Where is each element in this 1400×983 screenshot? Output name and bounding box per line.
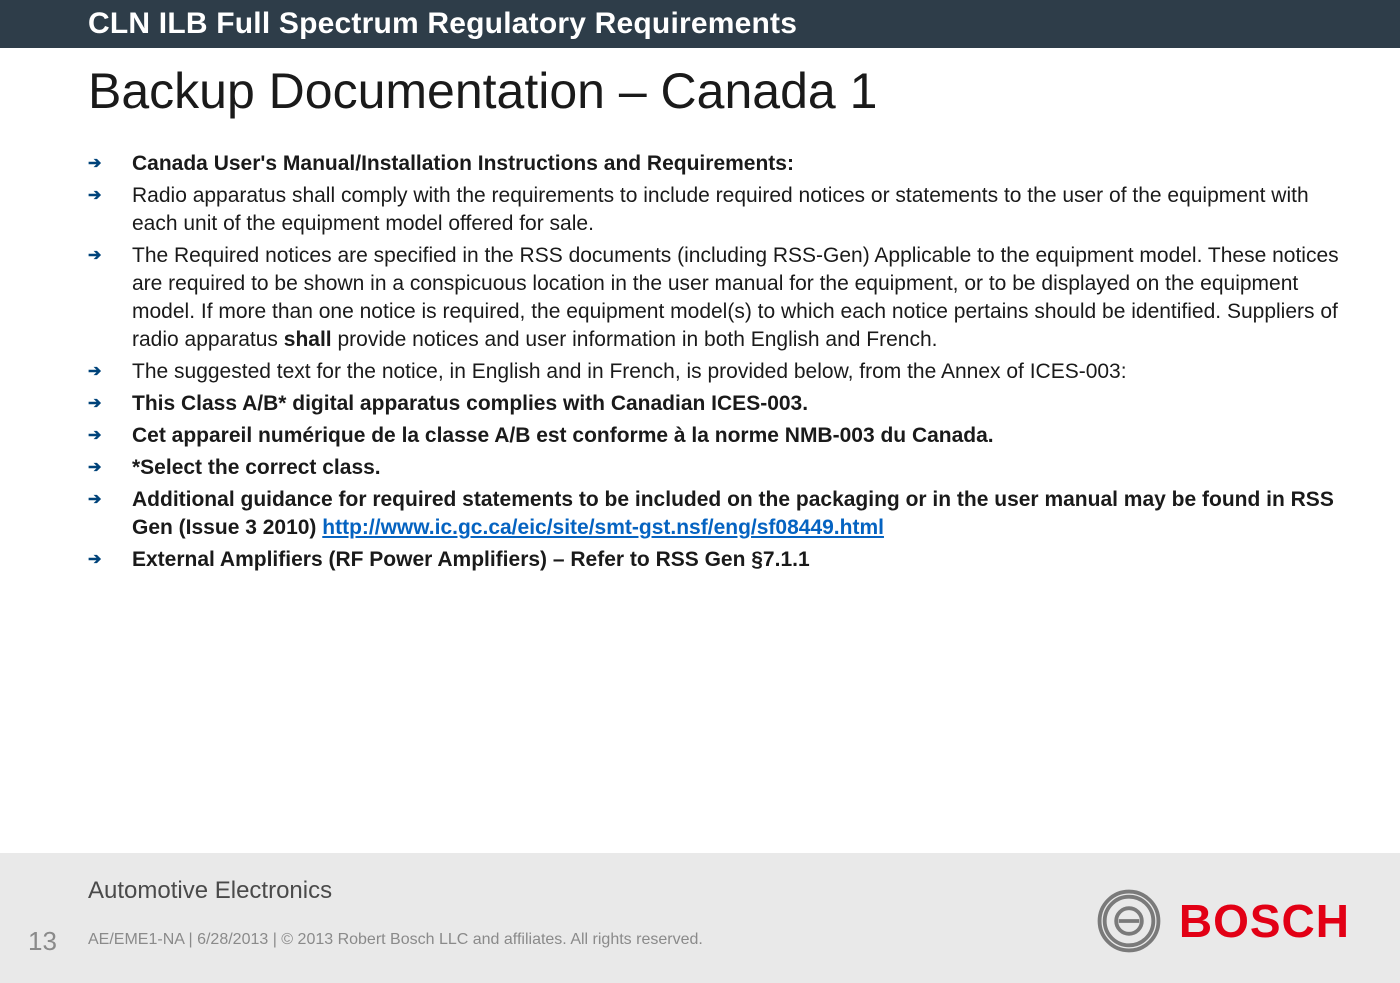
bullet-text: The Required notices are specified in th… bbox=[132, 242, 1340, 354]
bullet-text: The suggested text for the notice, in En… bbox=[132, 358, 1340, 386]
bullet-item: ➔ Canada User's Manual/Installation Inst… bbox=[88, 150, 1340, 178]
bullet-text: External Amplifiers (RF Power Amplifiers… bbox=[132, 546, 1340, 574]
bullet-item: ➔ *Select the correct class. bbox=[88, 454, 1340, 482]
bullet-text: Cet appareil numérique de la classe A/B … bbox=[132, 422, 1340, 450]
footer-division: Automotive Electronics bbox=[88, 877, 332, 905]
bullet-item: ➔ The Required notices are specified in … bbox=[88, 242, 1340, 354]
arrow-icon: ➔ bbox=[88, 358, 132, 386]
bullet-item: ➔ This Class A/B* digital apparatus comp… bbox=[88, 390, 1340, 418]
bullet-item: ➔ The suggested text for the notice, in … bbox=[88, 358, 1340, 386]
bullet-text: Radio apparatus shall comply with the re… bbox=[132, 182, 1340, 238]
rss-gen-link[interactable]: http://www.ic.gc.ca/eic/site/smt-gst.nsf… bbox=[322, 516, 884, 539]
bullet-item: ➔ Radio apparatus shall comply with the … bbox=[88, 182, 1340, 238]
header-bar: CLN ILB Full Spectrum Regulatory Require… bbox=[0, 0, 1400, 48]
slide-title: Backup Documentation – Canada 1 bbox=[88, 62, 877, 120]
arrow-icon: ➔ bbox=[88, 422, 132, 450]
brand-wordmark: BOSCH bbox=[1179, 894, 1350, 948]
bullet-item: ➔ Cet appareil numérique de la classe A/… bbox=[88, 422, 1340, 450]
arrow-icon: ➔ bbox=[88, 242, 132, 270]
arrow-icon: ➔ bbox=[88, 486, 132, 514]
bullet-text: This Class A/B* digital apparatus compli… bbox=[132, 390, 1340, 418]
page-number: 13 bbox=[28, 926, 57, 957]
arrow-icon: ➔ bbox=[88, 150, 132, 178]
arrow-icon: ➔ bbox=[88, 546, 132, 574]
bosch-anchor-icon bbox=[1097, 889, 1161, 953]
arrow-icon: ➔ bbox=[88, 454, 132, 482]
bullet-text: Additional guidance for required stateme… bbox=[132, 486, 1340, 542]
header-title: CLN ILB Full Spectrum Regulatory Require… bbox=[88, 7, 797, 41]
slide: CLN ILB Full Spectrum Regulatory Require… bbox=[0, 0, 1400, 983]
text-segment: provide notices and user information in … bbox=[332, 328, 938, 351]
bullet-text: *Select the correct class. bbox=[132, 454, 1340, 482]
bullet-item: ➔ External Amplifiers (RF Power Amplifie… bbox=[88, 546, 1340, 574]
brand-logo: BOSCH bbox=[1097, 889, 1350, 953]
arrow-icon: ➔ bbox=[88, 182, 132, 210]
footer-meta: AE/EME1-NA | 6/28/2013 | © 2013 Robert B… bbox=[88, 931, 703, 949]
arrow-icon: ➔ bbox=[88, 390, 132, 418]
bullet-item: ➔ Additional guidance for required state… bbox=[88, 486, 1340, 542]
text-bold-segment: shall bbox=[284, 328, 332, 351]
content-body: ➔ Canada User's Manual/Installation Inst… bbox=[88, 150, 1340, 578]
bullet-text: Canada User's Manual/Installation Instru… bbox=[132, 150, 1340, 178]
